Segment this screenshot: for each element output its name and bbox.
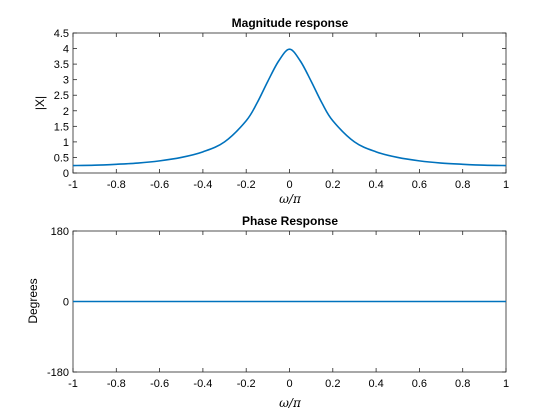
- magnitude-xlabel: ω/π: [279, 192, 302, 206]
- phase-xtick-label: -0.8: [107, 378, 126, 390]
- magnitude-xtick-label: 0: [286, 179, 292, 191]
- phase-xtick-label: -1: [68, 378, 78, 390]
- phase-xtick-label: 0.2: [325, 378, 340, 390]
- magnitude-ytick-label: 2: [63, 106, 69, 118]
- magnitude-axes: [72, 32, 507, 174]
- phase-xtick-label: 0.8: [455, 378, 470, 390]
- magnitude-title: Magnitude response: [232, 16, 349, 30]
- magnitude-ytick-label: 1: [63, 137, 69, 149]
- magnitude-ytick-label: 3.5: [54, 59, 69, 71]
- magnitude-ytick-label: 4: [63, 44, 69, 56]
- phase-xtick-label: 0: [286, 378, 292, 390]
- magnitude-xtick-label: -0.4: [193, 179, 212, 191]
- phase-xtick-label: -0.4: [193, 378, 212, 390]
- phase-ylabel: Degrees: [26, 278, 40, 323]
- phase-ytick-label: -180: [47, 367, 69, 379]
- magnitude-xtick-label: 0.2: [325, 179, 340, 191]
- magnitude-xtick-label: -0.2: [237, 179, 256, 191]
- magnitude-ytick-label: 3: [63, 75, 69, 87]
- phase-title: Phase Response: [242, 214, 338, 228]
- magnitude-xtick-label: 0.4: [368, 179, 383, 191]
- magnitude-xtick-label: -1: [68, 179, 78, 191]
- magnitude-xtick-label: -0.6: [150, 179, 169, 191]
- magnitude-ytick-label: 0.5: [54, 152, 69, 164]
- magnitude-xtick-label: 1: [503, 179, 509, 191]
- phase-xtick-label: 0.4: [368, 378, 383, 390]
- phase-xtick-label: 1: [503, 378, 509, 390]
- magnitude-xtick-label: 0.6: [412, 179, 427, 191]
- phase-xtick-label: -0.2: [237, 378, 256, 390]
- phase-plot: Phase Response -180 0 180 -1 -0.8 -0.6 -0.4 -0…: [26, 214, 509, 410]
- phase-xlabel: ω/π: [279, 396, 302, 410]
- magnitude-ytick-label: 0: [63, 168, 69, 180]
- magnitude-xtick-label: -0.8: [107, 179, 126, 191]
- magnitude-ylabel: |X|: [33, 96, 47, 110]
- magnitude-ytick-label: 1.5: [54, 121, 69, 133]
- magnitude-plot: Magnitude response 00.511.522.533.544.5 …: [33, 16, 509, 206]
- phase-xtick-label: 0.6: [412, 378, 427, 390]
- magnitude-xtick-label: 0.8: [455, 179, 470, 191]
- magnitude-ytick-label: 2.5: [54, 90, 69, 102]
- phase-ytick-label: 0: [63, 297, 69, 309]
- phase-ytick-label: 180: [51, 226, 69, 238]
- phase-xtick-label: -0.6: [150, 378, 169, 390]
- magnitude-ytick-label: 4.5: [54, 28, 69, 40]
- magnitude-curve: [72, 48, 507, 167]
